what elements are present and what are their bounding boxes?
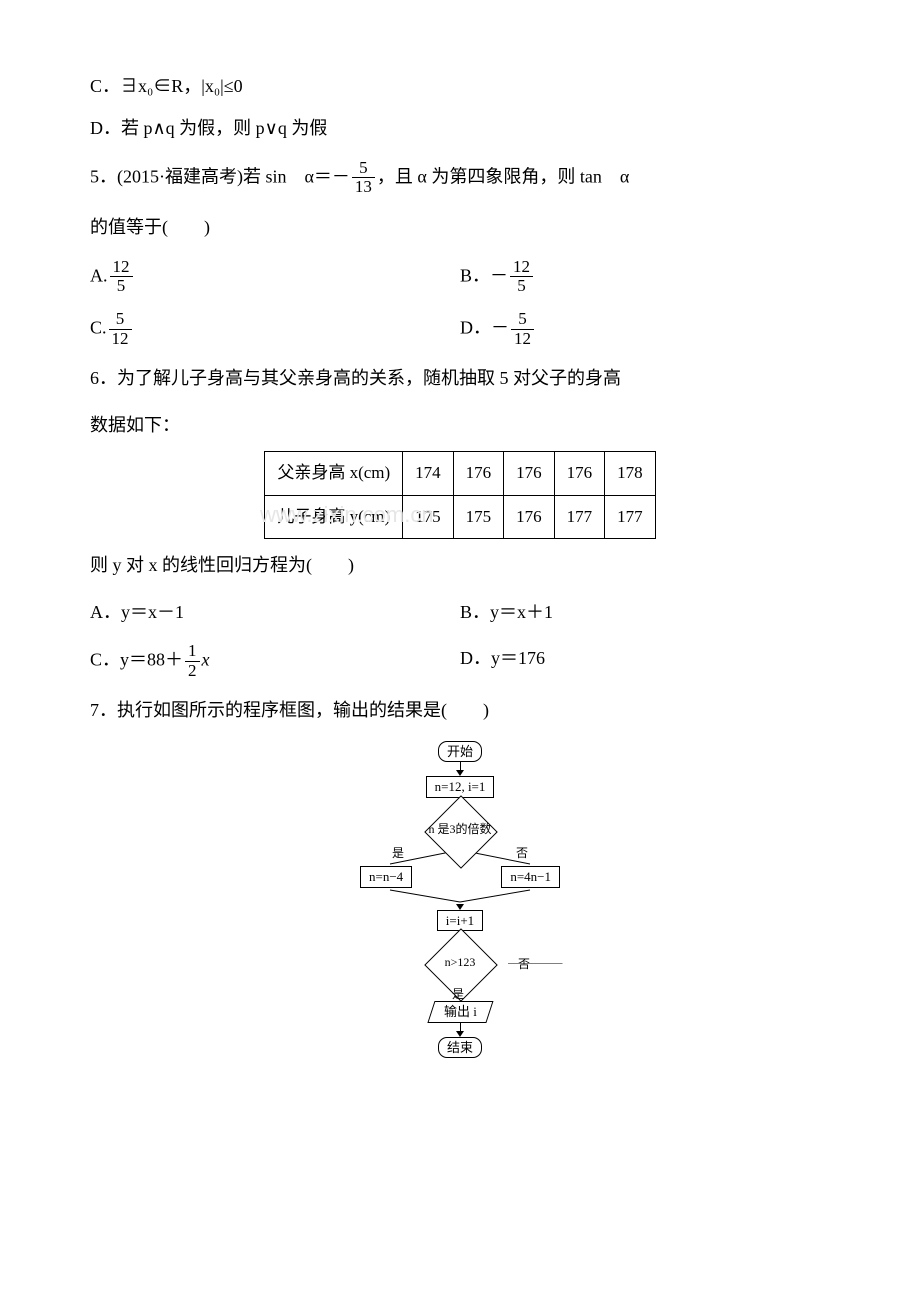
arrow-down-icon [456, 1031, 464, 1037]
flow-start: 开始 [438, 741, 482, 763]
flow-branch: n=n−4 n=4n−1 [360, 866, 560, 888]
cell: 177 [554, 495, 605, 539]
cell: 176 [504, 452, 555, 496]
flow-output: 输出 i [427, 1001, 493, 1023]
q5-frac-den: 13 [352, 178, 375, 197]
q6-optD: D．y＝176 [460, 642, 830, 680]
q6-optB: B．y＝x＋1 [460, 596, 830, 628]
cell: 177 [605, 495, 656, 539]
no-label: 否 [516, 846, 528, 860]
cell: 176 [554, 452, 605, 496]
flow-left: n=n−4 [360, 866, 412, 888]
q6-line3: 则 y 对 x 的线性回归方程为( ) [90, 549, 830, 581]
yes-label-2: 是 [452, 987, 464, 1001]
q6-line2: 数据如下： [90, 409, 830, 441]
q5-optC: C.512 [90, 310, 460, 348]
flow-end: 结束 [438, 1037, 482, 1059]
yes-label: 是 [392, 846, 404, 860]
cell: 174 [403, 452, 454, 496]
q6-optA: A．y＝x－1 [90, 596, 460, 628]
option-c: C．∃x₀∈R，|x₀|≤0 [90, 70, 830, 102]
option-d-text: D．若 p∧q 为假，则 p∨q 为假 [90, 118, 327, 138]
q6-table: 父亲身高 x(cm) 174 176 176 176 178 儿子身高 y(cm… [264, 451, 655, 539]
q5-optA: A.125 [90, 258, 460, 296]
q5-suffix: ，且 α 为第四象限角，则 tan α [377, 166, 629, 186]
q6-line1: 6．为了解儿子身高与其父亲身高的关系，随机抽取 5 对父子的身高 [90, 362, 830, 394]
q5-line2: 的值等于( ) [90, 211, 830, 243]
flowchart: 开始 n=12, i=1 n 是3的倍数 是 否 n=n−4 n=4n−1 i=… [330, 741, 590, 1059]
q5-opts-row1: A.125 B．－125 [90, 258, 830, 296]
q6-opts-row2: C．y＝88＋12x D．y＝176 [90, 642, 830, 680]
q5-frac-num: 5 [352, 159, 375, 179]
flow-right: n=4n−1 [501, 866, 560, 888]
q6-optC: C．y＝88＋12x [90, 642, 460, 680]
q5-prefix: 5．(2015·福建高考)若 sin α＝－ [90, 166, 350, 186]
loop-back-line [502, 963, 582, 1073]
q5-frac: 513 [352, 159, 375, 197]
q6-opts-row1: A．y＝x－1 B．y＝x＋1 [90, 596, 830, 628]
cell: 178 [605, 452, 656, 496]
flow-cond1: n 是3的倍数 [410, 812, 510, 850]
q5-line1: 5．(2015·福建高考)若 sin α＝－513，且 α 为第四象限角，则 t… [90, 159, 830, 197]
cell: 176 [504, 495, 555, 539]
q7-text: 7．执行如图所示的程序框图，输出的结果是( ) [90, 694, 830, 726]
merge-lines [360, 888, 560, 904]
option-d: D．若 p∧q 为假，则 p∨q 为假 [90, 112, 830, 144]
row2-label: 儿子身高 y(cm) [265, 495, 403, 539]
table-row: 儿子身高 y(cm) 175 175 176 177 177 [265, 495, 655, 539]
row1-label: 父亲身高 x(cm) [265, 452, 403, 496]
table-row: 父亲身高 x(cm) 174 176 176 176 178 [265, 452, 655, 496]
q5-optB: B．－125 [460, 258, 830, 296]
cell: 175 [403, 495, 454, 539]
flow-cond2: n>123 [410, 945, 510, 983]
q5-opts-row2: C.512 D．－512 [90, 310, 830, 348]
cell: 175 [453, 495, 504, 539]
q5-optD: D．－512 [460, 310, 830, 348]
cell: 176 [453, 452, 504, 496]
option-c-text: C．∃x₀∈R，|x₀|≤0 [90, 76, 243, 96]
